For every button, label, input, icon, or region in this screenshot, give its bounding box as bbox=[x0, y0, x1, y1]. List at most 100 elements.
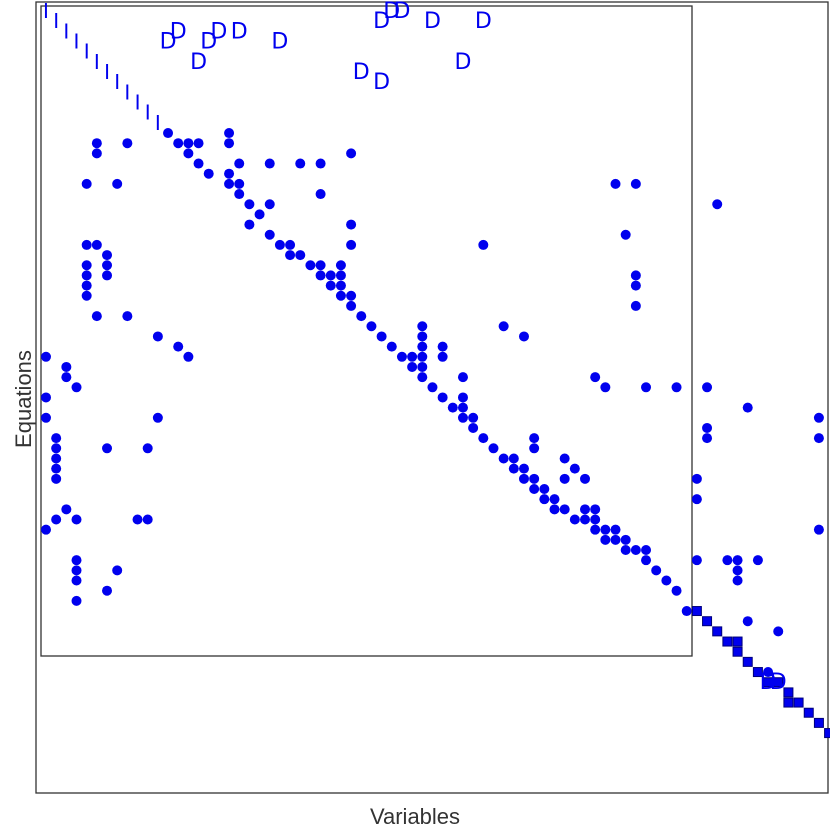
nonzero-dot bbox=[91, 148, 102, 159]
nonzero-dot bbox=[529, 483, 540, 494]
nonzero-dot bbox=[630, 280, 641, 291]
nonzero-dot bbox=[559, 453, 570, 464]
nonzero-dot bbox=[641, 382, 652, 393]
identity-marker: I bbox=[104, 60, 110, 84]
diagonal-block-square bbox=[752, 667, 763, 678]
nonzero-dot bbox=[366, 321, 377, 332]
nonzero-dot bbox=[468, 412, 479, 423]
diagonal-block-square bbox=[722, 636, 733, 647]
nonzero-dot bbox=[630, 545, 641, 556]
nonzero-dot bbox=[41, 412, 51, 423]
nonzero-dot bbox=[529, 443, 540, 454]
nonzero-dot bbox=[234, 178, 245, 189]
diagonal-block-square bbox=[763, 677, 774, 688]
nonzero-dot bbox=[51, 453, 62, 464]
nonzero-dot bbox=[417, 331, 428, 342]
nonzero-dot bbox=[325, 280, 336, 291]
derivative-marker: D bbox=[770, 670, 787, 695]
derivative-marker: D bbox=[383, 0, 400, 24]
nonzero-dot bbox=[315, 158, 326, 169]
nonzero-dot bbox=[122, 138, 133, 149]
nonzero-dot bbox=[742, 402, 753, 413]
nonzero-dot bbox=[468, 422, 479, 433]
nonzero-dot bbox=[641, 555, 652, 566]
diagonal-block-square bbox=[712, 626, 723, 637]
diagonal-block-square bbox=[732, 636, 743, 647]
nonzero-dot bbox=[600, 534, 611, 545]
x-axis-label: Variables bbox=[369, 804, 461, 829]
derivative-marker: D bbox=[231, 19, 248, 44]
nonzero-dot bbox=[417, 372, 428, 383]
nonzero-dot bbox=[580, 504, 591, 515]
nonzero-dot bbox=[41, 351, 51, 362]
nonzero-dot bbox=[183, 351, 194, 362]
nonzero-dot bbox=[356, 311, 367, 322]
nonzero-dot bbox=[264, 199, 275, 210]
derivative-marker: D bbox=[373, 70, 390, 95]
nonzero-dot bbox=[559, 473, 570, 484]
nonzero-dot bbox=[81, 280, 92, 291]
nonzero-dot bbox=[61, 361, 72, 372]
diagonal-block-square bbox=[773, 677, 784, 688]
nonzero-dot bbox=[539, 494, 550, 505]
nonzero-dot bbox=[498, 321, 509, 332]
nonzero-dot bbox=[407, 351, 418, 362]
nonzero-dot bbox=[702, 382, 713, 393]
inner-block-frame bbox=[40, 5, 693, 657]
derivative-marker: D bbox=[454, 50, 471, 75]
nonzero-dot bbox=[610, 178, 621, 189]
nonzero-dot bbox=[335, 280, 346, 291]
nonzero-dot bbox=[203, 168, 214, 179]
nonzero-dot bbox=[417, 341, 428, 352]
nonzero-dot bbox=[457, 412, 468, 423]
nonzero-dot bbox=[71, 595, 82, 606]
nonzero-dot bbox=[518, 331, 529, 342]
identity-marker: I bbox=[155, 111, 161, 135]
nonzero-dot bbox=[112, 178, 123, 189]
nonzero-dot bbox=[641, 545, 652, 556]
nonzero-dot bbox=[346, 290, 357, 301]
nonzero-dot bbox=[346, 300, 357, 311]
derivative-marker: D bbox=[160, 30, 177, 55]
nonzero-dot bbox=[620, 545, 631, 556]
nonzero-dot bbox=[81, 290, 92, 301]
nonzero-dot bbox=[417, 361, 428, 372]
nonzero-dot bbox=[142, 514, 153, 525]
nonzero-dot bbox=[224, 128, 235, 139]
nonzero-dot bbox=[81, 239, 92, 250]
nonzero-dot bbox=[295, 250, 306, 261]
diagonal-block-square bbox=[824, 728, 830, 739]
nonzero-dot bbox=[580, 514, 591, 525]
nonzero-dot bbox=[264, 158, 275, 169]
nonzero-dot bbox=[549, 494, 560, 505]
nonzero-dot bbox=[508, 453, 519, 464]
diagonal-block-square bbox=[702, 616, 713, 627]
identity-marker: I bbox=[114, 70, 120, 94]
nonzero-dot bbox=[437, 341, 448, 352]
outer-frame bbox=[35, 1, 829, 794]
derivative-marker: D bbox=[271, 30, 288, 55]
derivative-marker: D bbox=[353, 60, 370, 85]
nonzero-dot bbox=[224, 138, 235, 149]
nonzero-dot bbox=[518, 463, 529, 474]
identity-marker: I bbox=[74, 30, 80, 54]
nonzero-dot bbox=[681, 606, 692, 617]
nonzero-dot bbox=[91, 138, 102, 149]
nonzero-dot bbox=[600, 524, 611, 535]
nonzero-dot bbox=[163, 128, 174, 139]
nonzero-dot bbox=[752, 555, 763, 566]
nonzero-dot bbox=[315, 260, 326, 271]
nonzero-dot bbox=[610, 534, 621, 545]
nonzero-dot bbox=[102, 270, 113, 281]
nonzero-dot bbox=[71, 514, 82, 525]
derivative-marker: D bbox=[190, 50, 207, 75]
nonzero-dot bbox=[671, 382, 682, 393]
nonzero-dot bbox=[559, 504, 570, 515]
derivative-marker: D bbox=[200, 30, 217, 55]
nonzero-dot bbox=[620, 229, 631, 240]
nonzero-dot bbox=[630, 270, 641, 281]
nonzero-dot bbox=[102, 250, 113, 261]
nonzero-dot bbox=[732, 565, 743, 576]
identity-marker: I bbox=[145, 101, 151, 125]
